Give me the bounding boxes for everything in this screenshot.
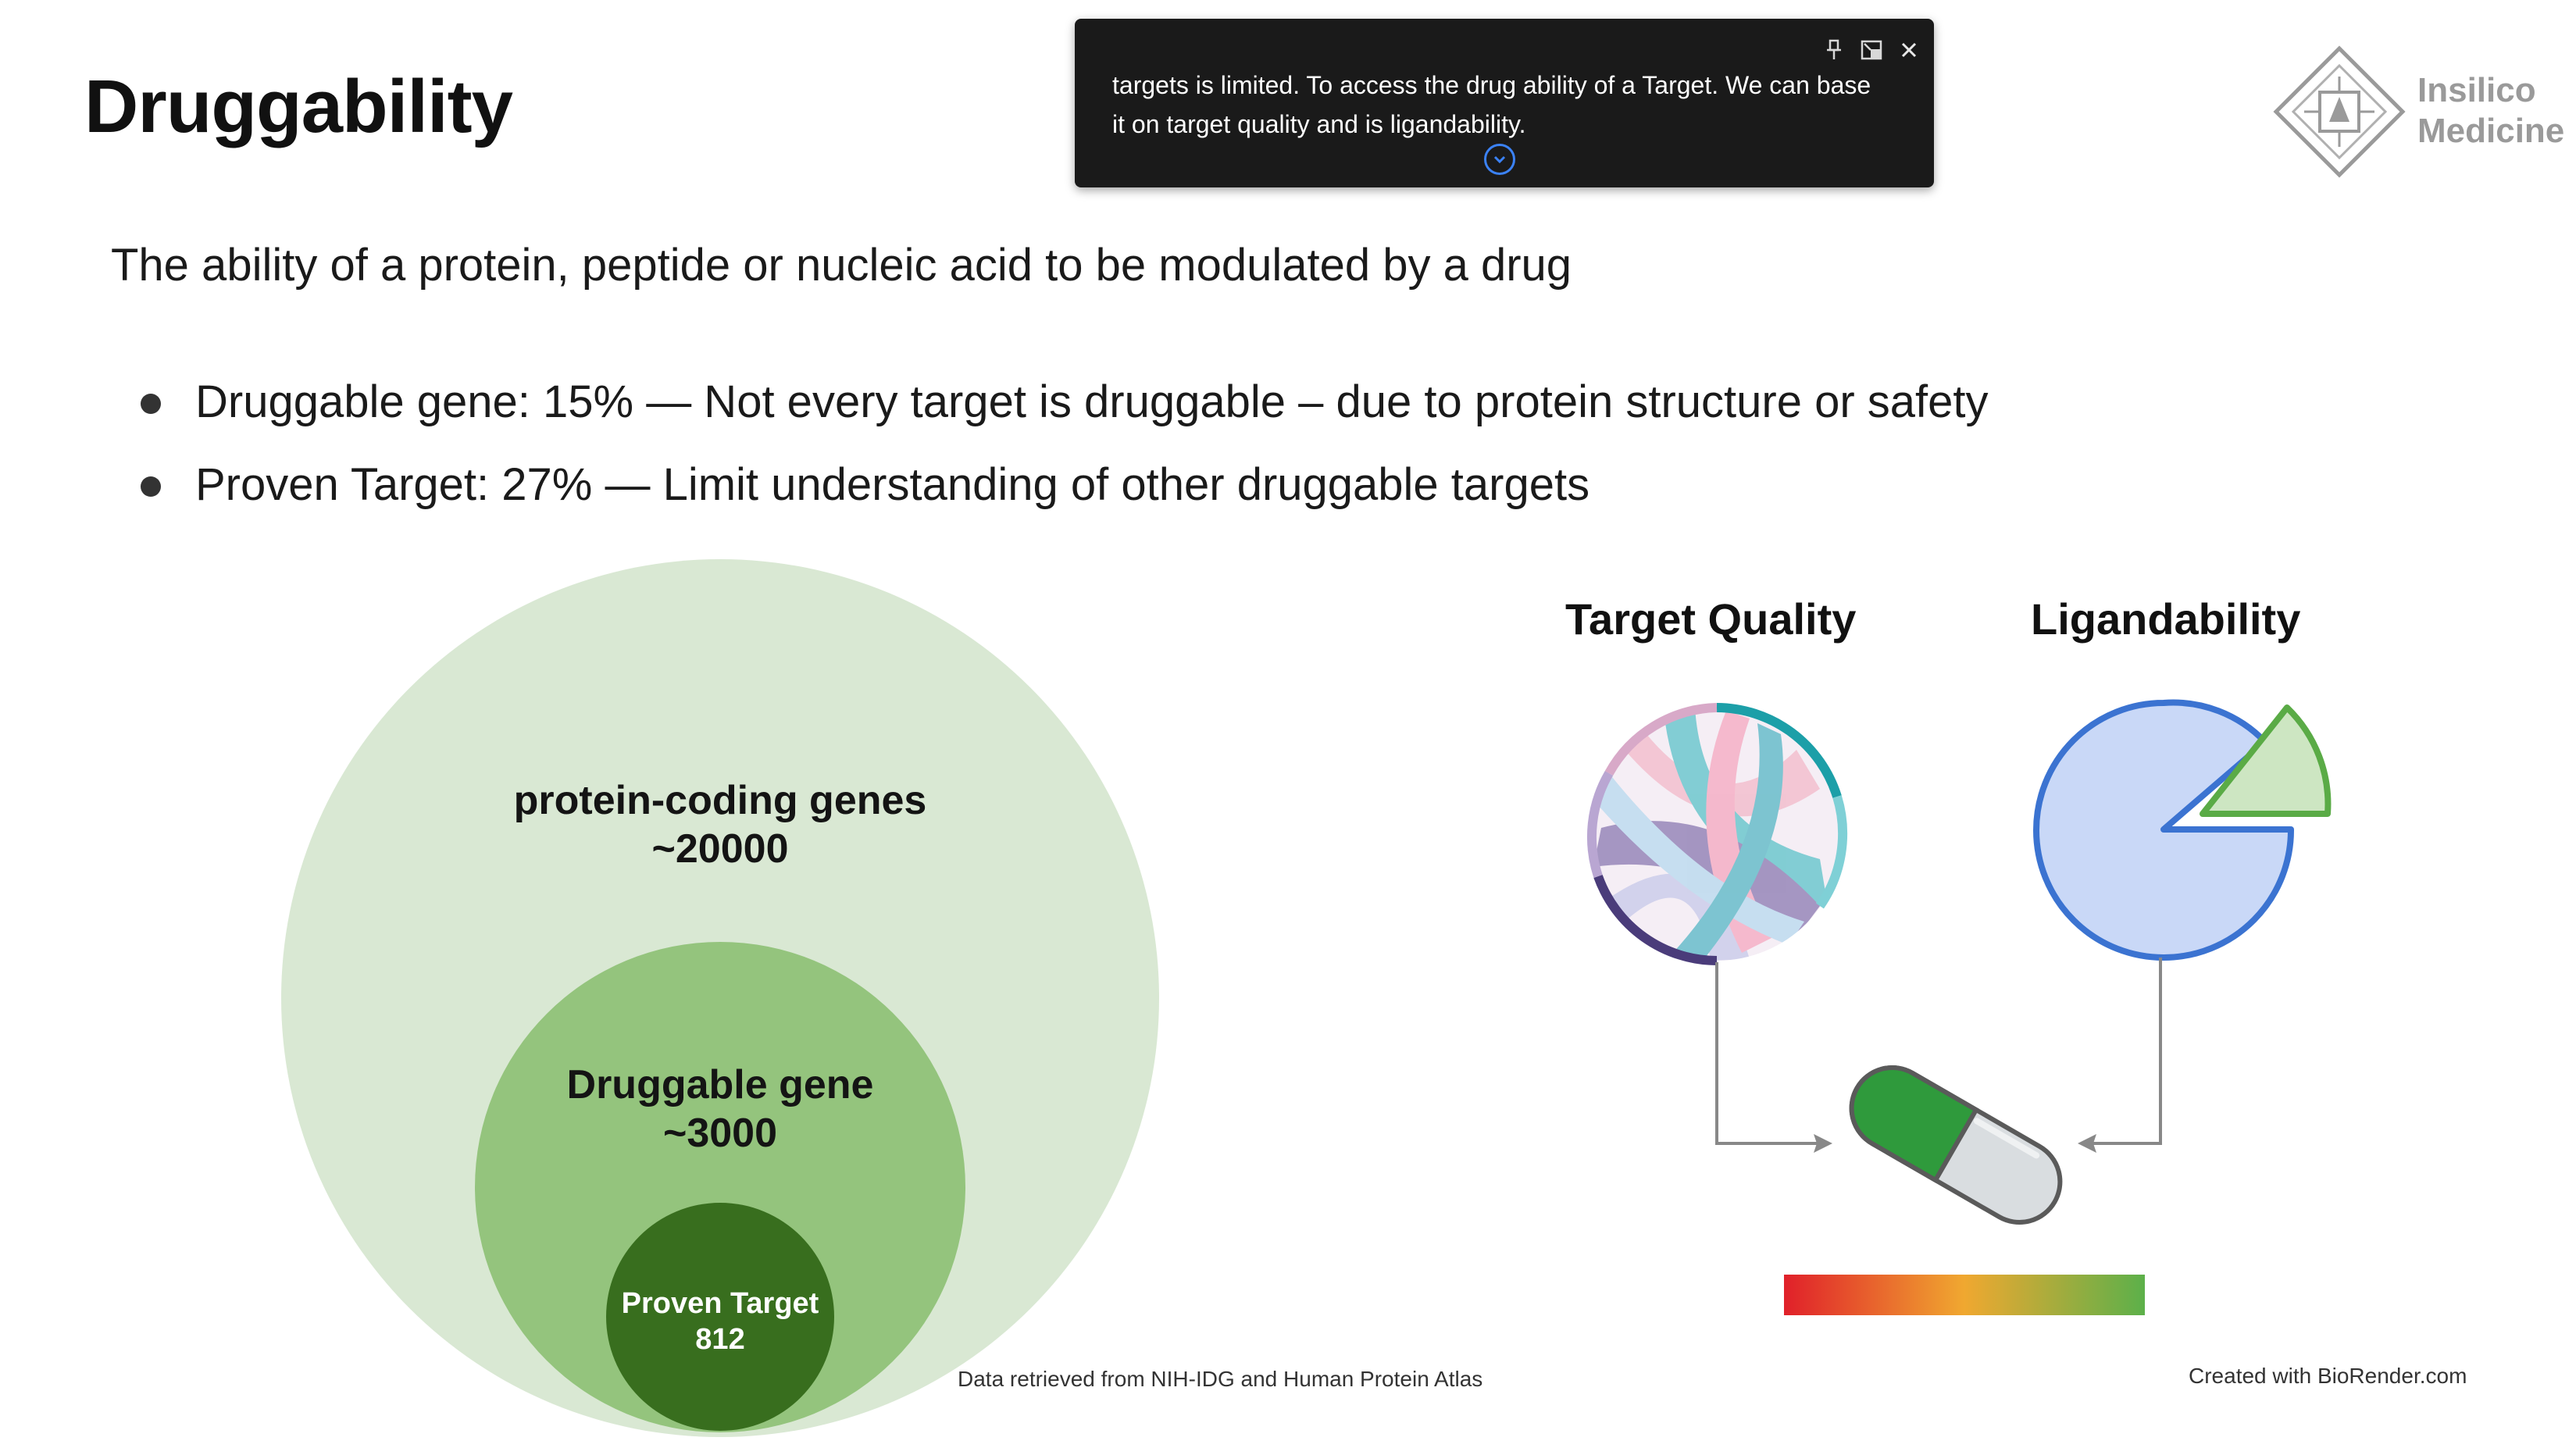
inner-circle-name: Proven Target [621,1287,819,1320]
pie-chart-icon [2033,699,2332,961]
caption-popup[interactable]: targets is limited. To access the drug a… [1075,19,1934,187]
chevron-down-icon[interactable] [1484,144,1515,175]
drug-capsule-icon [1849,1065,2063,1225]
middle-circle-label: Druggable gene ~3000 [486,1061,954,1157]
logo-wordmark: Insilico Medicine [2417,70,2564,152]
bullet-text: Proven Target: 27% — Limit understanding… [195,459,1590,510]
bullet-list: Druggable gene: 15% — Not every target i… [141,373,1989,539]
target-quality-heading: Target Quality [1565,594,1857,644]
logo-diamond-icon [2273,45,2406,178]
inner-circle-value: 812 [695,1323,745,1356]
logo-line-2: Medicine [2417,112,2565,150]
data-source-note: Data retrieved from NIH-IDG and Human Pr… [958,1367,1483,1391]
popout-icon[interactable] [1856,34,1887,66]
bullet-text: Druggable gene: 15% — Not every target i… [195,376,1989,427]
logo-line-1: Insilico [2417,71,2536,109]
arrow-head-icon [2078,1134,2096,1153]
outer-circle-name: protein-coding genes [513,778,927,823]
bullet-dot [141,476,161,497]
bullet-item: Proven Target: 27% — Limit understanding… [141,456,1989,539]
biorender-credit: Created with BioRender.com [2189,1364,2467,1388]
inner-circle-proven-target [606,1203,834,1431]
inner-circle-label: Proven Target 812 [564,1286,876,1357]
definition-text: The ability of a protein, peptide or nuc… [111,240,1572,291]
arrow-head-icon [1814,1134,1832,1153]
pin-icon[interactable] [1818,34,1850,66]
color-gradient-bar [1784,1275,2145,1315]
bullet-dot [141,394,161,414]
close-icon[interactable] [1893,34,1925,66]
middle-circle-name: Druggable gene [566,1062,874,1107]
middle-circle-druggable [475,942,965,1432]
bullet-item: Druggable gene: 15% — Not every target i… [141,373,1989,456]
outer-circle-value: ~20000 [651,826,789,872]
slide-title: Druggability [84,65,513,148]
insilico-logo: Insilico Medicine [2273,45,2570,178]
connector-arrows [1715,958,2162,1145]
outer-circle-label: protein-coding genes ~20000 [447,776,994,873]
ligandability-heading: Ligandability [2031,594,2301,644]
caption-text: targets is limited. To access the drug a… [1112,71,1871,138]
chord-diagram-icon [1586,703,1848,965]
middle-circle-value: ~3000 [662,1111,778,1156]
